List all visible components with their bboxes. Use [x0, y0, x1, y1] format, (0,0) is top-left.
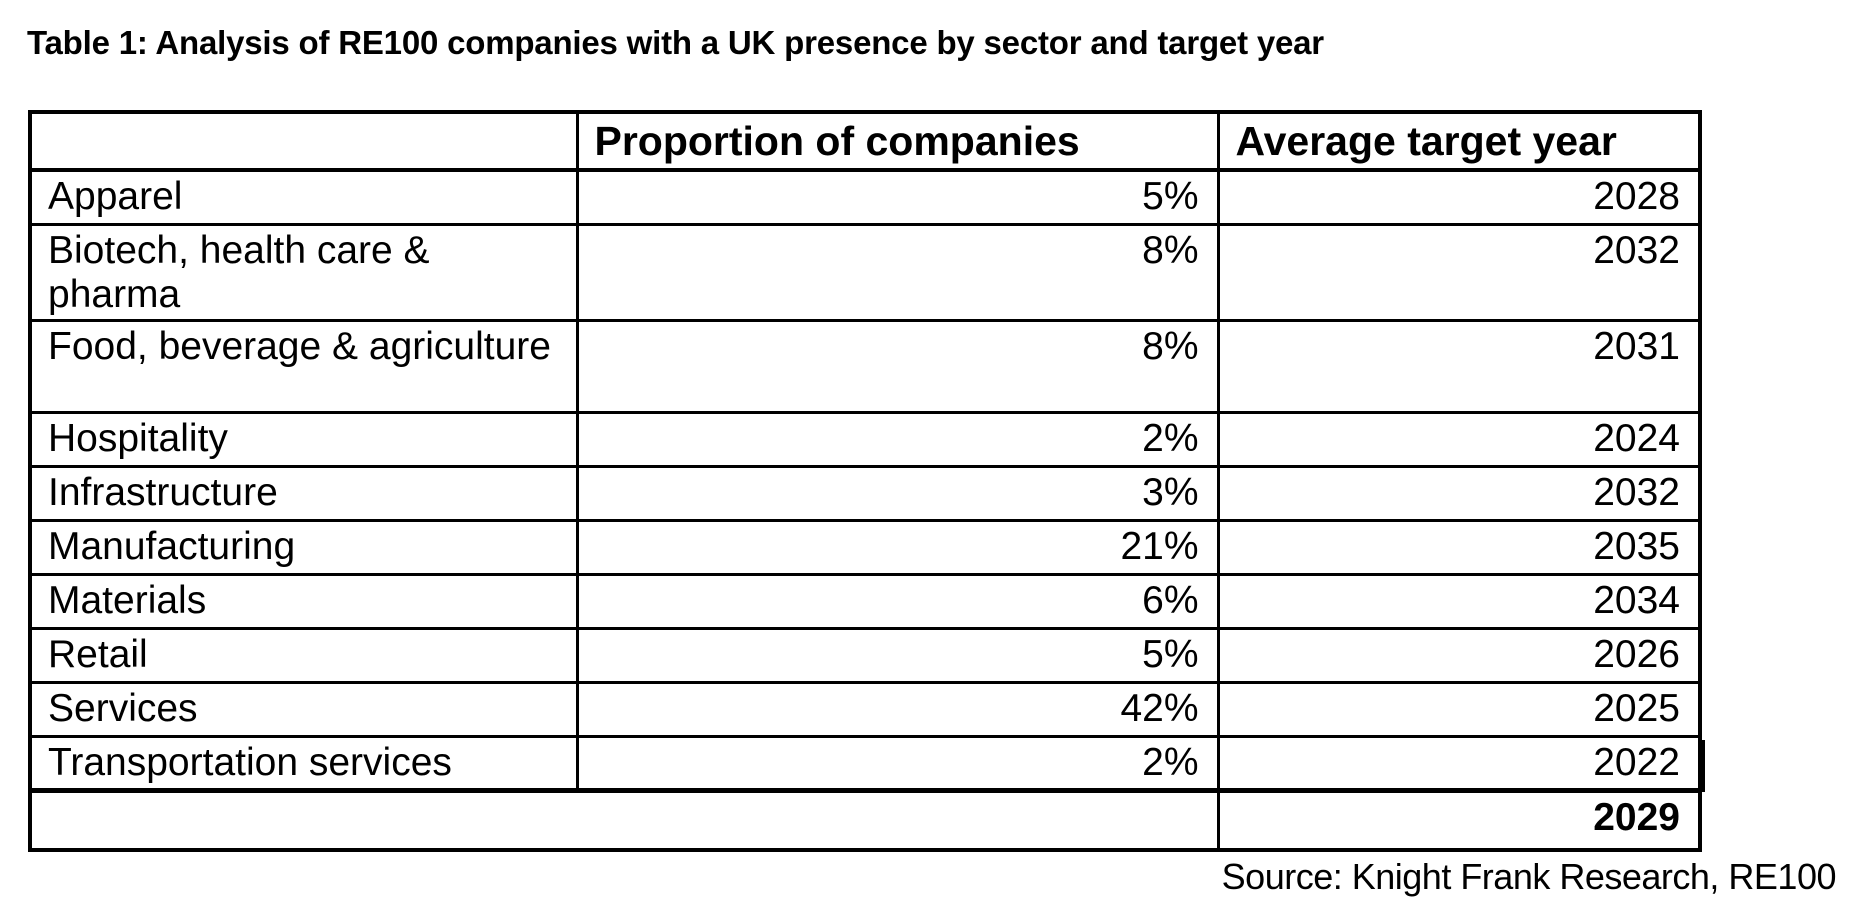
- summary-blank-cell: [28, 788, 1220, 852]
- target-year-cell: 2026: [1216, 626, 1702, 684]
- sector-cell: Food, beverage & agriculture: [28, 318, 579, 414]
- proportion-cell: 5%: [575, 626, 1220, 684]
- sector-cell: Services: [28, 680, 579, 738]
- target-year-cell: 2032: [1216, 464, 1702, 522]
- sector-cell: Manufacturing: [28, 518, 579, 576]
- text-cursor: [1701, 740, 1705, 792]
- proportion-cell: 3%: [575, 464, 1220, 522]
- target-year-cell: 2031: [1216, 318, 1702, 414]
- proportion-cell: 8%: [575, 222, 1220, 322]
- proportion-cell: 42%: [575, 680, 1220, 738]
- sector-cell: Hospitality: [28, 410, 579, 468]
- header-proportion-of-companies: Proportion of companies: [575, 110, 1220, 172]
- table-row-food: Food, beverage & agriculture 8% 2031: [28, 318, 1702, 414]
- sector-cell: Transportation services: [28, 734, 579, 793]
- source-note: Source: Knight Frank Research, RE100: [1221, 856, 1837, 897]
- summary-row: 2029: [28, 788, 1702, 852]
- proportion-cell: 2%: [575, 734, 1220, 793]
- target-year-cell: 2024: [1216, 410, 1702, 468]
- header-average-target-year: Average target year: [1216, 110, 1702, 172]
- header-row: Proportion of companies Average target y…: [28, 110, 1702, 172]
- target-year-cell: 2028: [1216, 168, 1702, 226]
- target-year-cell: 2035: [1216, 518, 1702, 576]
- proportion-cell: 2%: [575, 410, 1220, 468]
- target-year-cell: 2025: [1216, 680, 1702, 738]
- header-sector-blank: [28, 110, 579, 172]
- target-year-cell: 2034: [1216, 572, 1702, 630]
- proportion-cell: 6%: [575, 572, 1220, 630]
- table-row-manufacturing: Manufacturing 21% 2035: [28, 518, 1702, 576]
- sector-cell: Biotech, health care & pharma: [28, 222, 579, 322]
- table-row-infrastructure: Infrastructure 3% 2032: [28, 464, 1702, 522]
- table-row-retail: Retail 5% 2026: [28, 626, 1702, 684]
- re100-sector-table: Proportion of companies Average target y…: [28, 110, 1702, 852]
- table-row-apparel: Apparel 5% 2028: [28, 168, 1702, 226]
- sector-cell: Infrastructure: [28, 464, 579, 522]
- table-row-biotech: Biotech, health care & pharma 8% 2032: [28, 222, 1702, 322]
- proportion-cell: 8%: [575, 318, 1220, 414]
- target-year-cell: 2032: [1216, 222, 1702, 322]
- sector-cell: Apparel: [28, 168, 579, 226]
- sector-cell: Retail: [28, 626, 579, 684]
- table-row-materials: Materials 6% 2034: [28, 572, 1702, 630]
- table-row-transportation: Transportation services 2% 2022: [28, 734, 1702, 793]
- proportion-cell: 5%: [575, 168, 1220, 226]
- sector-cell: Materials: [28, 572, 579, 630]
- target-year-cell: 2022: [1216, 734, 1702, 793]
- table-title: Table 1: Analysis of RE100 companies wit…: [27, 24, 1324, 61]
- summary-average-target-year: 2029: [1216, 788, 1702, 852]
- table-row-hospitality: Hospitality 2% 2024: [28, 410, 1702, 468]
- proportion-cell: 21%: [575, 518, 1220, 576]
- table-row-services: Services 42% 2025: [28, 680, 1702, 738]
